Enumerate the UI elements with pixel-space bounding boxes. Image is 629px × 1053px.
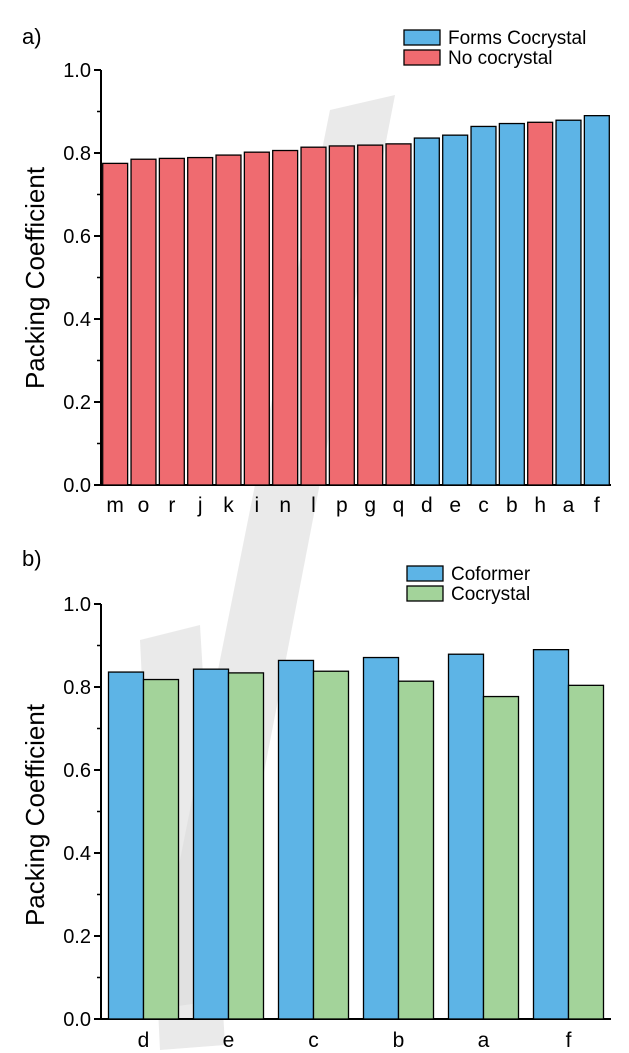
x-tick-label-a-c: c	[478, 494, 489, 517]
x-tick-label-a-p: p	[336, 494, 348, 517]
x-tick-label-a-l: l	[311, 494, 316, 517]
legend-swatch-b-cocrystal	[406, 585, 444, 602]
bar-o	[130, 158, 157, 486]
plot-area-a: 0.0 0.2 0.4 0.6 0.8 1.0 m o r j k i n l p g q d e c b h a f	[63, 60, 611, 517]
bar-g	[357, 144, 384, 486]
x-tick-label-a-k: k	[223, 494, 234, 517]
bar-d	[413, 137, 440, 486]
x-tick-label-b-f: f	[566, 1029, 572, 1052]
legend-swatch-a-forms-cocrystal	[403, 29, 441, 46]
x-tick-label-a-a: a	[563, 494, 575, 517]
bar-n	[272, 149, 299, 486]
legend-label-a-no-cocrystal: No cocrystal	[448, 48, 553, 69]
legend-label-a-forms-cocrystal: Forms Cocrystal	[448, 28, 586, 49]
bar-b	[498, 122, 525, 486]
bar-cocrystal-e	[227, 672, 265, 1020]
bar-cocrystal-b	[397, 680, 435, 1020]
y-tick-label-a-5: 1.0	[63, 60, 91, 82]
bar-coformer-a	[447, 653, 485, 1020]
x-tick-label-a-r: r	[168, 494, 175, 517]
bar-a	[555, 119, 582, 486]
x-tick-label-b-d: d	[138, 1029, 150, 1052]
y-tick-label-a-1: 0.2	[63, 392, 91, 414]
legend-label-b-coformer: Coformer	[451, 564, 531, 585]
bar-coformer-e	[192, 668, 230, 1020]
legend-label-b-cocrystal: Cocrystal	[451, 584, 530, 605]
bar-coformer-f	[532, 649, 570, 1020]
bar-j	[187, 156, 214, 486]
bar-r	[158, 157, 185, 486]
bar-i	[243, 151, 270, 486]
legend-swatch-b-coformer	[406, 565, 444, 582]
plot-area-b: 0.0 0.2 0.4 0.6 0.8 1.0 d e c b a f	[63, 594, 611, 1052]
bar-l	[300, 146, 327, 486]
x-tick-label-a-d: d	[421, 494, 433, 517]
bar-coformer-c	[277, 659, 315, 1020]
y-tick-label-a-0: 0.0	[63, 475, 91, 497]
y-tick-label-b-4: 0.8	[63, 677, 91, 699]
x-tick-label-a-g: g	[364, 494, 376, 517]
y-tick-label-b-2: 0.4	[63, 843, 91, 865]
bar-cocrystal-f	[567, 684, 605, 1020]
x-tick-label-b-a: a	[478, 1029, 490, 1052]
y-tick-label-b-5: 1.0	[63, 594, 91, 616]
bar-coformer-d	[107, 671, 145, 1020]
chart-panel-a: a) Packing Coefficient 0.0 0.2 0.4 0.6 0.8 1.…	[20, 24, 611, 517]
y-tick-label-a-2: 0.4	[63, 309, 91, 331]
x-tick-label-a-m: m	[106, 494, 124, 517]
y-tick-label-a-4: 0.8	[63, 143, 91, 165]
bar-cocrystal-d	[142, 678, 180, 1020]
panel-label-a: a)	[22, 24, 42, 49]
panel-label-b: b)	[22, 546, 42, 571]
x-tick-label-a-j: j	[197, 494, 203, 517]
x-tick-label-a-n: n	[279, 494, 291, 517]
x-tick-label-a-e: e	[449, 494, 461, 517]
bar-k	[215, 154, 242, 486]
x-tick-label-a-f: f	[594, 494, 600, 517]
x-tick-label-a-h: h	[534, 494, 546, 517]
bar-p	[328, 145, 355, 486]
y-axis-label-a: Packing Coefficient	[20, 166, 50, 389]
x-tick-label-b-b: b	[393, 1029, 405, 1052]
bar-coformer-b	[362, 656, 400, 1020]
bar-c	[470, 125, 497, 486]
bar-cocrystal-c	[312, 670, 350, 1020]
bar-e	[442, 134, 469, 486]
y-tick-label-b-0: 0.0	[63, 1009, 91, 1031]
bar-m	[102, 162, 129, 486]
bar-h	[527, 121, 554, 486]
y-tick-label-b-3: 0.6	[63, 760, 91, 782]
bar-q	[385, 143, 412, 486]
x-tick-label-a-o: o	[138, 494, 150, 517]
x-tick-label-a-b: b	[506, 494, 518, 517]
y-tick-label-b-1: 0.2	[63, 926, 91, 948]
x-tick-label-b-c: c	[308, 1029, 319, 1052]
legend-swatch-a-no-cocrystal	[403, 49, 441, 66]
bar-f	[583, 115, 610, 486]
x-tick-label-b-e: e	[223, 1029, 235, 1052]
y-axis-label-b: Packing Coefficient	[20, 703, 50, 926]
x-tick-label-a-i: i	[254, 494, 259, 517]
y-tick-label-a-3: 0.6	[63, 226, 91, 248]
chart-panel-b: b) Packing Coefficient 0.0 0.2 0.4 0.6 0.8 1.…	[20, 546, 611, 1052]
x-tick-label-a-q: q	[393, 494, 405, 517]
bar-cocrystal-a	[482, 695, 520, 1020]
